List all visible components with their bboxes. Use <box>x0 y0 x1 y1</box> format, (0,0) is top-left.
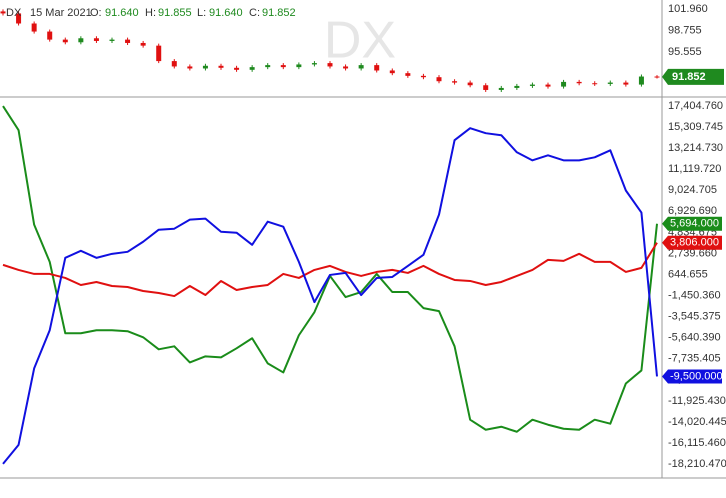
legend-header: DX 15 Mar 2021 O: 91.640 H: 91.855 L: 91… <box>6 7 296 19</box>
value-badge-label: -9,500.000 <box>670 370 723 382</box>
ohlc-value: 91.855 <box>158 7 192 19</box>
ohlc-label: C: <box>249 7 260 19</box>
series-line <box>2 242 658 298</box>
value-badge <box>662 235 722 250</box>
candle-body <box>218 65 224 68</box>
candle-body <box>249 67 255 70</box>
candle-body <box>47 31 53 40</box>
candle-body <box>514 85 520 88</box>
y-tick-label: -16,115.460 <box>668 437 726 449</box>
candle-body <box>467 82 473 86</box>
y-tick-label: 95.555 <box>668 46 702 58</box>
candle-body <box>592 83 598 85</box>
candle-body <box>109 39 115 41</box>
marks-layer <box>0 9 660 465</box>
candle-body <box>327 63 333 67</box>
y-tick-label: 2,739.660 <box>668 247 717 259</box>
value-badge <box>662 369 722 384</box>
candle-body <box>16 13 22 24</box>
candle-body <box>405 73 411 76</box>
candle-body <box>607 82 613 84</box>
candle-body <box>420 75 426 78</box>
candle-body <box>78 38 84 43</box>
y-tick-label: -7,735.405 <box>668 353 721 365</box>
candle-body <box>498 87 504 90</box>
candle-body <box>280 65 286 68</box>
y-tick-label: -14,020.445 <box>668 416 726 428</box>
candle-body <box>343 66 349 69</box>
ohlc-value: 91.640 <box>209 7 243 19</box>
value-badge-label: 3,806.000 <box>670 237 719 249</box>
candle-body <box>576 81 582 84</box>
candle-body <box>374 65 380 71</box>
date: 15 Mar 2021 <box>30 7 92 19</box>
candle-body <box>623 82 629 85</box>
value-badge-label: 5,694.000 <box>670 218 719 230</box>
watermark: DX <box>324 12 396 70</box>
y-tick-label: -1,450.360 <box>668 289 721 301</box>
y-tick-label: 13,214.730 <box>668 142 723 154</box>
candle-body <box>483 85 489 90</box>
y-tick-label: -3,545.375 <box>668 311 721 323</box>
candle-body <box>171 61 177 67</box>
y-tick-label: -11,925.430 <box>668 395 726 407</box>
candle-body <box>545 84 551 87</box>
candle-body <box>311 63 317 65</box>
candle-body <box>561 81 567 87</box>
ohlc-value: 91.852 <box>262 7 296 19</box>
candle-body <box>234 67 240 70</box>
candle-body <box>389 70 395 74</box>
candle-body <box>296 64 302 68</box>
candle-body <box>125 39 131 43</box>
ohlc-label: L: <box>197 7 206 19</box>
last-price-badge <box>662 68 724 85</box>
y-tick-label: 15,309.745 <box>668 121 723 133</box>
candle-body <box>156 45 162 62</box>
candle-body <box>140 42 146 46</box>
y-tick-label: 17,404.760 <box>668 100 723 112</box>
candle-body <box>202 65 208 69</box>
y-tick-label: -5,640.390 <box>668 332 721 344</box>
last-price-label: 91.852 <box>672 71 706 83</box>
candle-body <box>358 65 364 69</box>
ohlc-label: O: <box>90 7 102 19</box>
series-line <box>2 127 658 465</box>
y-tick-label: -18,210.470 <box>668 458 726 470</box>
candle-body <box>638 76 644 85</box>
axis-layer: 101.96098.75595.55592.35091.85217,404.76… <box>662 3 726 470</box>
candle-body <box>0 11 6 14</box>
candle-body <box>265 65 271 68</box>
candle-body <box>654 76 660 78</box>
candle-body <box>452 81 458 83</box>
ohlc-value: 91.640 <box>105 7 139 19</box>
y-tick-label: 644.655 <box>668 268 708 280</box>
y-tick-label: 11,119.720 <box>668 163 721 175</box>
candle-body <box>187 66 193 69</box>
ohlc-label: H: <box>145 7 156 19</box>
y-tick-label: 9,024.705 <box>668 184 717 196</box>
value-badge <box>662 216 722 231</box>
y-tick-label: 6,929.690 <box>668 205 717 217</box>
candle-body <box>529 84 535 86</box>
candle-body <box>31 23 37 32</box>
symbol: DX <box>6 7 22 19</box>
y-tick-label: 101.960 <box>668 3 708 15</box>
candle-body <box>62 39 68 43</box>
candle-body <box>93 38 99 41</box>
y-tick-label: 98.755 <box>668 24 702 36</box>
candle-body <box>436 77 442 82</box>
